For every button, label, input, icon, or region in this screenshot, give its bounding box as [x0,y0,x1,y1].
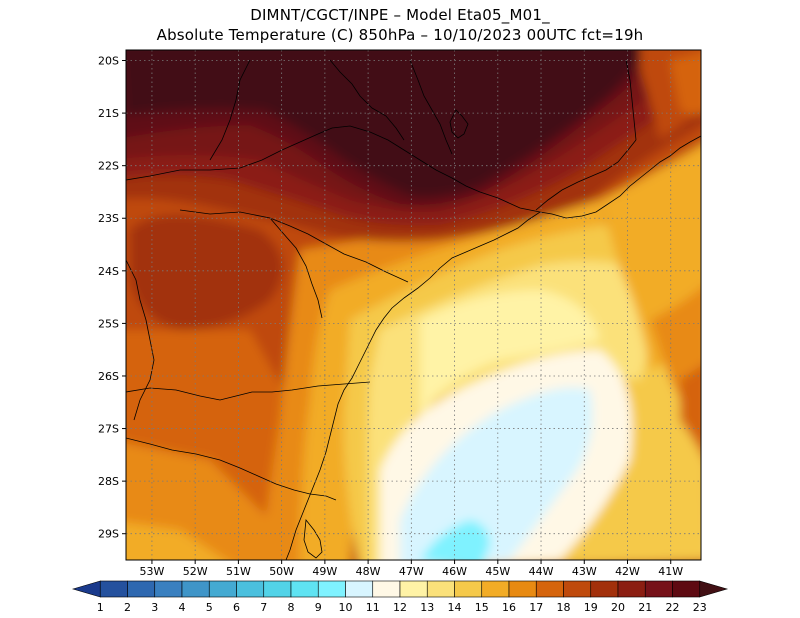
lon-tick-label: 52W [183,565,208,578]
colorbar-label: 5 [206,601,213,614]
colorbar-swatch [563,580,592,598]
lon-tick-label: 53W [140,565,165,578]
temperature-field [126,50,701,560]
state-border-pr-sc [126,381,371,401]
lon-tick-label: 43W [572,565,597,578]
colorbar-swatch [345,580,374,598]
colorbar-swatch [236,580,265,598]
lat-tick-label: 24S [98,265,119,278]
colorbar: 1 2 3 4 5 6 7 8 9 10 11 12 13 14 15 16 17 18 19 20 21 22 23 [71,580,729,614]
river-parana [269,217,323,319]
state-border-rj [535,139,637,211]
colorbar-label: 3 [151,601,158,614]
colorbar-swatch [426,580,455,598]
colorbar-label: 19 [584,601,598,614]
state-border-mg-west [209,59,251,161]
lon-tick-label: 44W [529,565,554,578]
lat-tick-label: 28S [98,475,119,488]
lon-tick-label: 50W [269,565,294,578]
colorbar-label: 10 [339,601,353,614]
colorbar-swatch [481,580,510,598]
map-axes: 20S 21S 22S 23S 24S 25S 26S 27S 28S 29S 53W 52W 51W 5… [98,55,683,578]
colorbar-label: 12 [393,601,407,614]
colorbar-label: 18 [557,601,571,614]
colorbar-swatch [617,580,646,598]
lon-tick-label: 46W [442,565,467,578]
colorbar-swatch [127,580,156,598]
colorbar-label: 23 [693,601,707,614]
colorbar-swatch [454,580,483,598]
colorbar-label: 4 [179,601,186,614]
colorbar-label: 14 [448,601,462,614]
coastline-borders [126,59,701,560]
colorbar-swatch [154,580,183,598]
colorbar-swatch [590,580,619,598]
coastline [285,135,701,560]
colorbar-label: 21 [638,601,652,614]
colorbar-label: 13 [420,601,434,614]
lat-tick-label: 29S [98,528,119,541]
state-border-es [625,59,637,141]
colorbar-label: 2 [124,601,131,614]
colorbar-label: 11 [366,601,380,614]
chart-title-line-2: Absolute Temperature (C) 850hPa – 10/10/… [156,26,644,44]
lon-tick-label: 45W [485,565,510,578]
lagoon [303,518,323,559]
colorbar-label: 20 [611,601,625,614]
colorbar-swatch [699,580,729,598]
lon-tick-label: 49W [312,565,337,578]
colorbar-swatch [317,580,346,598]
colorbar-swatch [644,580,673,598]
colorbar-swatch [672,580,701,598]
state-border-pr-sp [179,209,409,283]
colorbar-swatch [535,580,564,598]
colorbar-swatch [208,580,237,598]
lat-tick-label: 22S [98,160,119,173]
state-border-mg-es [329,59,405,141]
colorbar-label: 1 [97,601,104,614]
lat-tick-label: 26S [98,370,119,383]
colorbar-swatch [181,580,210,598]
lon-tick-label: 51W [226,565,251,578]
colorbar-label: 17 [529,601,543,614]
colorbar-swatch [71,580,101,598]
lon-tick-label: 41W [658,565,683,578]
colorbar-swatch [263,580,292,598]
island [449,109,469,139]
lon-tick-label: 42W [615,565,640,578]
colorbar-swatch [99,580,128,598]
colorbar-label: 15 [475,601,489,614]
lat-tick-label: 23S [98,212,119,225]
lat-tick-label: 20S [98,55,119,68]
state-border-sp-mg [126,125,541,213]
colorbar-label: 6 [233,601,240,614]
colorbar-swatch [508,580,537,598]
colorbar-label: 16 [502,601,516,614]
state-border-sc-rs [126,437,337,501]
graticule [126,50,701,560]
colorbar-swatch [372,580,401,598]
map-frame [125,49,702,561]
colorbar-swatch [290,580,319,598]
colorbar-label: 8 [288,601,295,614]
colorbar-label: 22 [666,601,680,614]
lat-tick-label: 21S [98,107,119,120]
lat-tick-label: 25S [98,317,119,330]
colorbar-label: 9 [315,601,322,614]
lat-tick-label: 27S [98,423,119,436]
lon-tick-label: 48W [356,565,381,578]
lon-tick-label: 47W [399,565,424,578]
colorbar-label: 7 [260,601,267,614]
chart-title-line-1: DIMNT/CGCT/INPE – Model Eta05_M01_ [250,6,550,24]
state-border-misc [409,59,453,155]
country-border-west [126,259,155,421]
colorbar-swatch [399,580,428,598]
